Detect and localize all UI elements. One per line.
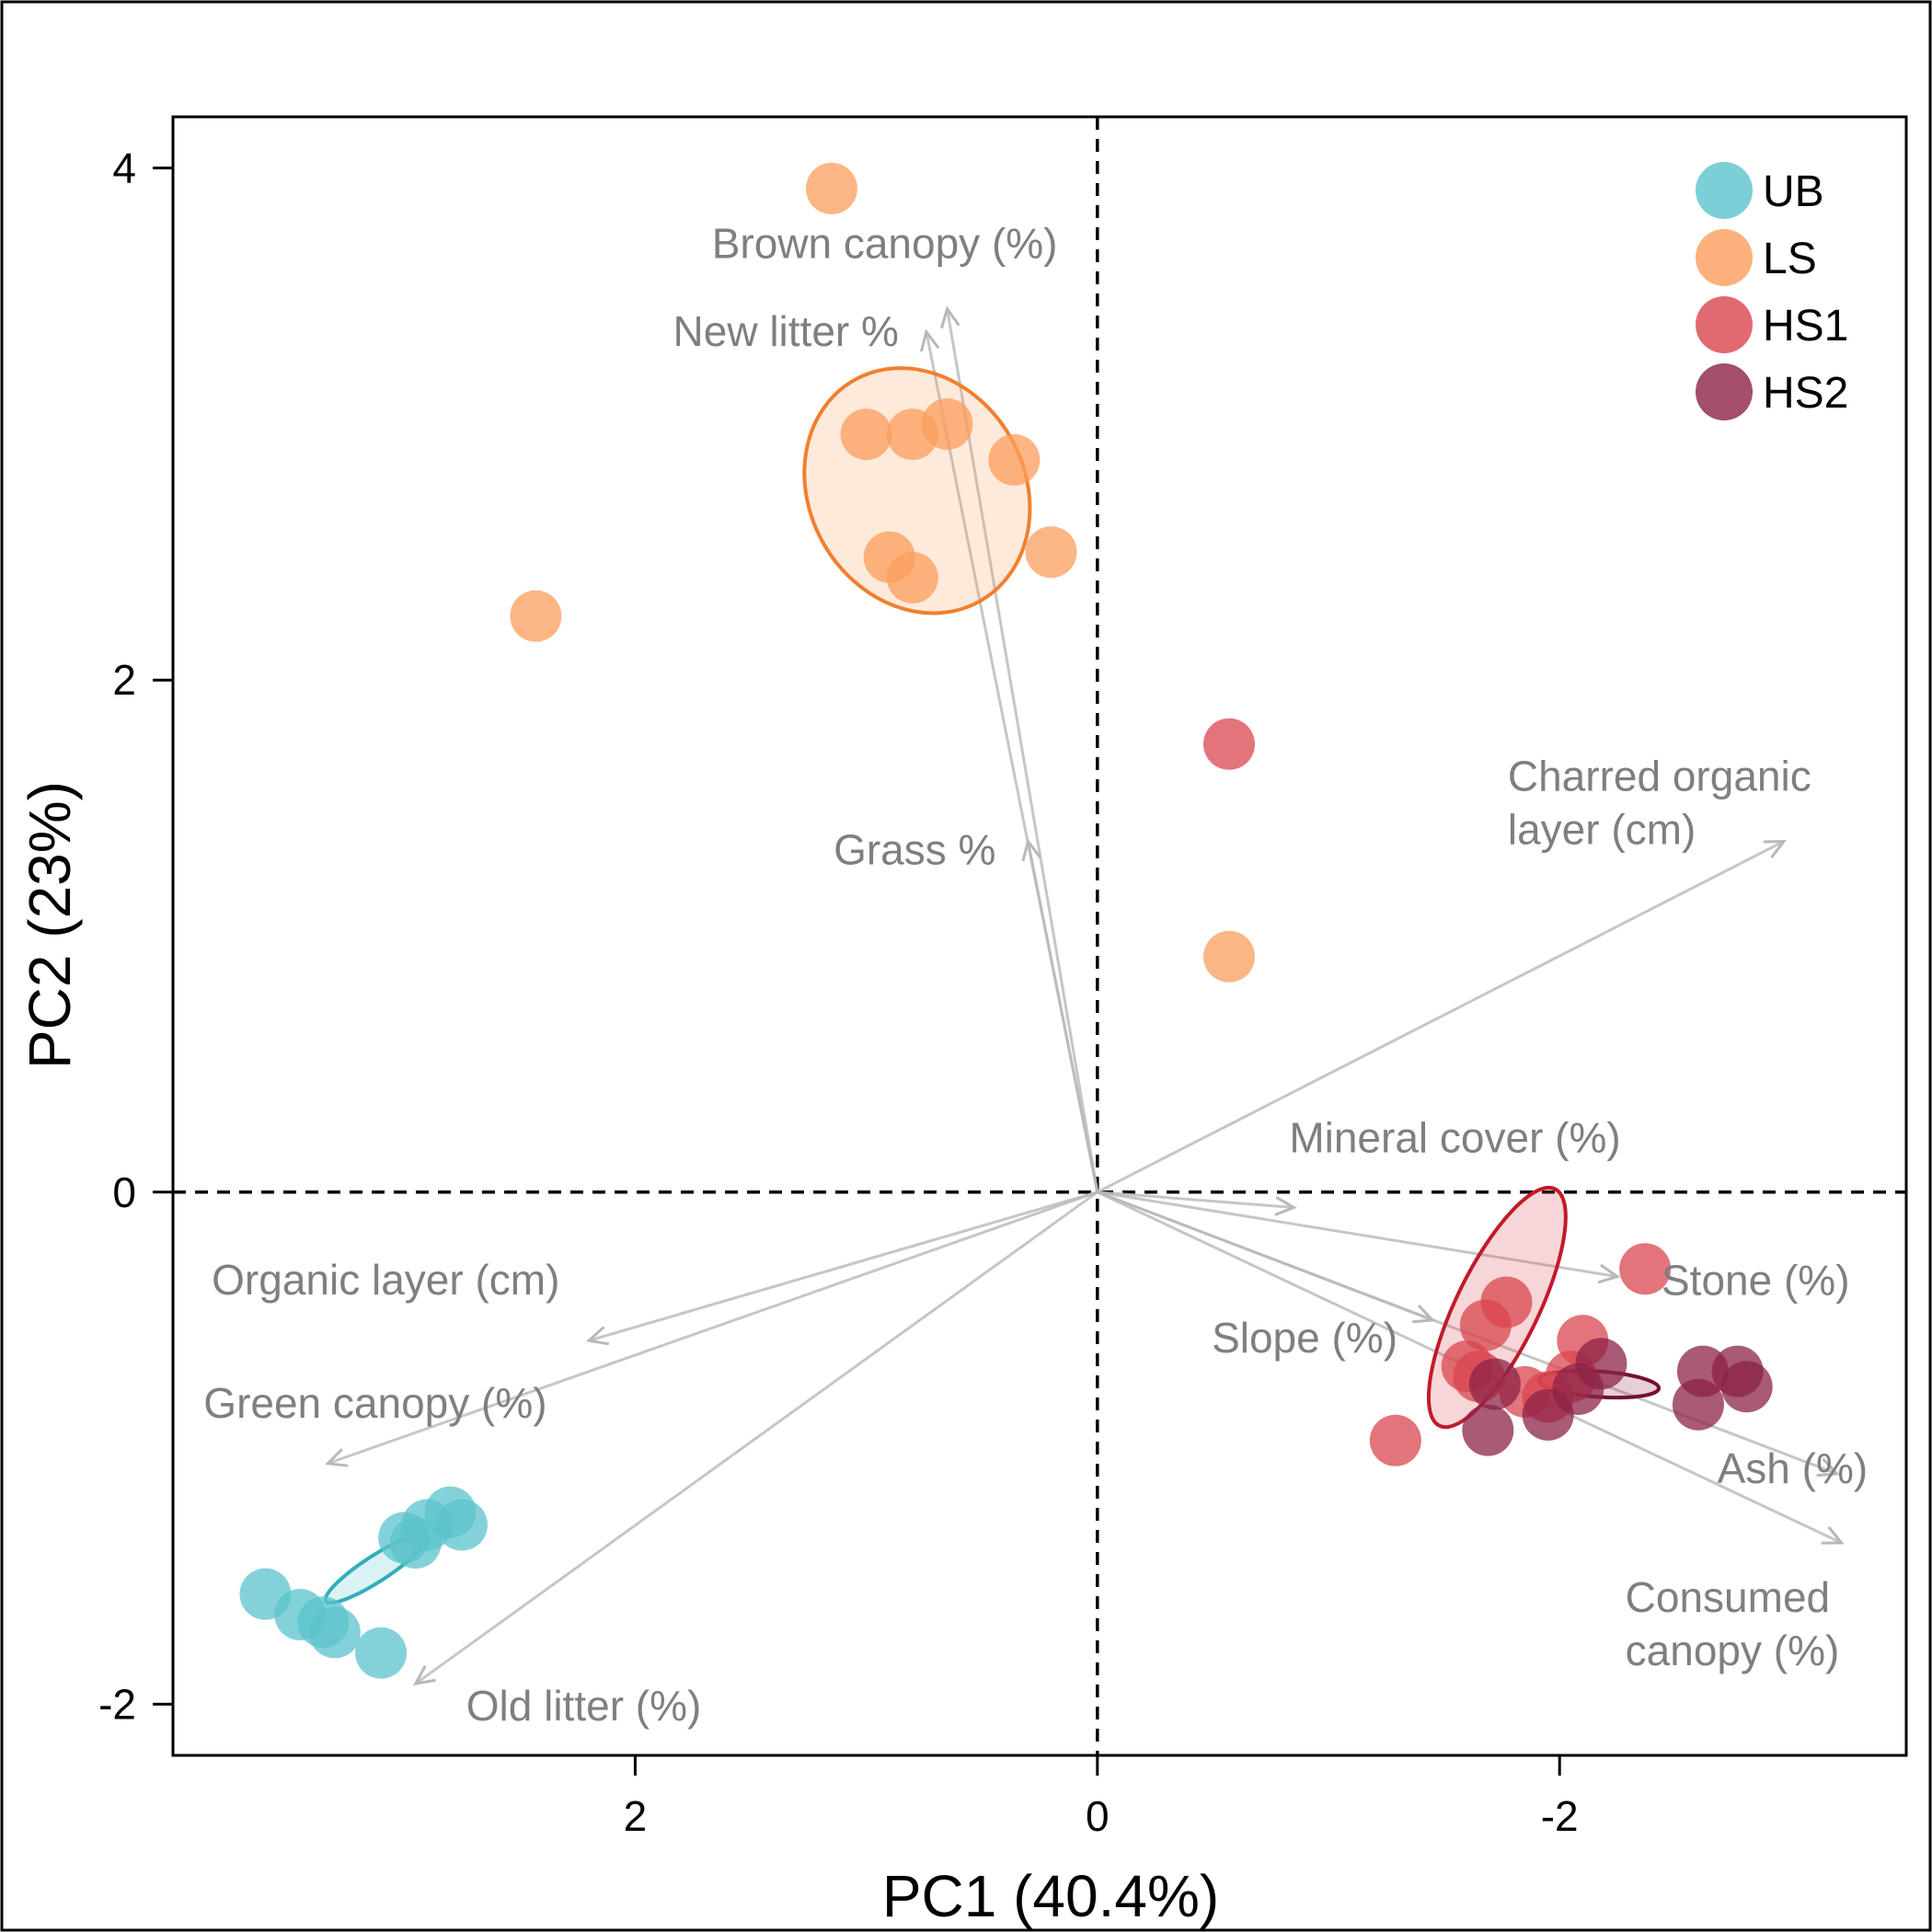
point-hs1 <box>1619 1243 1672 1295</box>
loading-arrowhead <box>325 1448 349 1467</box>
point-ls <box>510 590 562 642</box>
loading-label: Charred organic layer (cm) <box>1508 753 1811 854</box>
y-axis-label: PC2 (23%) <box>17 781 83 1069</box>
loading-arrowhead <box>412 1665 436 1686</box>
y-tick-label: 0 <box>112 1168 136 1216</box>
loading-arrow <box>588 1190 1098 1342</box>
point-ls <box>805 162 857 214</box>
loading-arrowhead <box>1816 1457 1840 1478</box>
point-ls <box>1025 526 1077 579</box>
point-hs2 <box>1462 1404 1514 1456</box>
legend-label: HS2 <box>1763 369 1848 418</box>
x-tick-label: 2 <box>624 1792 648 1840</box>
loading-label: Stone (%) <box>1662 1257 1850 1305</box>
legend-swatch-ub <box>1696 162 1753 219</box>
point-hs2 <box>1720 1361 1773 1413</box>
point-hs2 <box>1468 1358 1521 1410</box>
loading-arrow <box>1097 1190 1618 1279</box>
point-ls <box>988 433 1041 486</box>
loading-arrowhead <box>1597 1263 1621 1284</box>
loading-label: Green canopy (%) <box>203 1379 546 1427</box>
point-hs1 <box>1459 1299 1512 1351</box>
point-ls <box>921 397 973 450</box>
data-points <box>239 162 1773 1679</box>
point-ub <box>308 1606 361 1659</box>
loading-arrowhead <box>1763 839 1787 858</box>
zero-lines <box>173 117 1906 1755</box>
loading-label: Ash (%) <box>1718 1444 1869 1492</box>
loading-arrow <box>1097 1190 1294 1209</box>
loading-label: Slope (%) <box>1212 1314 1397 1362</box>
axes: 2 0 -2 -2 0 2 4 <box>98 144 1579 1840</box>
x-tick-label: 0 <box>1086 1792 1110 1840</box>
loading-arrowhead <box>585 1326 610 1346</box>
loading-arrowhead <box>919 328 940 352</box>
loading-arrow <box>1026 841 1099 1193</box>
point-ls <box>840 408 892 461</box>
legend-label: HS1 <box>1763 302 1848 351</box>
point-ls <box>1202 930 1255 983</box>
legend: UB LS HS1 HS2 <box>1696 162 1848 420</box>
point-hs2 <box>1672 1378 1724 1431</box>
loading-label: Old litter (%) <box>466 1682 702 1730</box>
x-tick-label: -2 <box>1541 1792 1579 1840</box>
loading-arrow <box>414 1190 1098 1685</box>
point-ls <box>886 551 938 604</box>
loading-label: Consumed canopy (%) <box>1626 1573 1840 1674</box>
loading-arrowhead <box>939 305 960 329</box>
y-tick-label: -2 <box>98 1680 136 1728</box>
point-ub <box>436 1499 488 1551</box>
point-hs1 <box>1369 1414 1421 1466</box>
loading-label: New litter % <box>673 307 899 355</box>
plot-area-frame <box>171 115 1908 1757</box>
legend-swatch-hs1 <box>1696 296 1753 353</box>
legend-swatch-hs2 <box>1696 363 1753 420</box>
x-axis-label: PC1 (40.4%) <box>882 1863 1219 1929</box>
loading-vectors <box>325 305 1845 1686</box>
point-hs2 <box>1522 1388 1574 1441</box>
point-hs1 <box>1202 718 1255 770</box>
y-tick-label: 2 <box>112 656 136 704</box>
point-ub <box>355 1627 408 1679</box>
loading-arrowhead <box>1821 1525 1845 1545</box>
loading-arrow <box>946 308 1099 1193</box>
y-tick-label: 4 <box>112 144 136 192</box>
loading-label: Organic layer (cm) <box>212 1256 559 1304</box>
loading-label: Mineral cover (%) <box>1289 1113 1620 1161</box>
loading-label: Brown canopy (%) <box>712 220 1058 268</box>
legend-label: UB <box>1763 167 1824 216</box>
legend-swatch-ls <box>1696 229 1753 286</box>
loading-arrowhead <box>1274 1196 1297 1216</box>
loading-label: Grass % <box>834 826 995 874</box>
loading-arrowhead <box>1021 838 1041 862</box>
legend-label: LS <box>1763 235 1817 283</box>
loading-arrow <box>327 1190 1098 1466</box>
loading-labels: Brown canopy (%) New litter % Grass % Charr… <box>203 220 1868 1730</box>
loading-arrow <box>1097 840 1785 1194</box>
